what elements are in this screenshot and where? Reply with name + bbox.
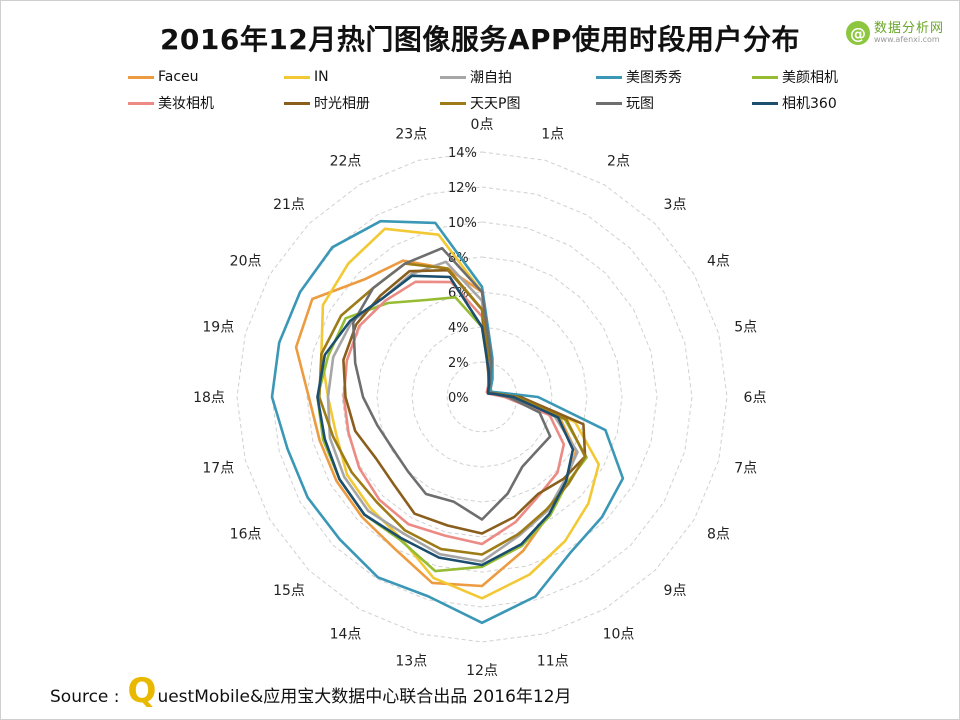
category-label: 14点	[330, 626, 362, 642]
category-label: 23点	[395, 126, 427, 142]
radial-tick-label: 14%	[448, 146, 477, 161]
radial-tick-label: 2%	[448, 356, 469, 371]
legend-label: 相机360	[782, 96, 837, 112]
category-label: 2点	[607, 154, 630, 170]
chart-legend: Faceu IN 潮自拍 美图秀秀 美颜相机美妆相机 时光相册 天天P图 玩图 相机360	[128, 68, 908, 112]
legend-label: 潮自拍	[470, 70, 512, 86]
legend-item: Faceu	[128, 68, 284, 86]
grid-ring	[306, 221, 658, 573]
grid-ring	[341, 256, 623, 538]
radial-tick-label: 12%	[448, 181, 477, 196]
category-label: 15点	[273, 583, 305, 599]
questmobile-q-letter: Q	[127, 671, 157, 711]
legend-label: 天天P图	[470, 96, 521, 112]
series-line	[316, 274, 575, 567]
category-label: 20点	[230, 254, 262, 270]
category-label: 6点	[744, 390, 767, 406]
logo-name: 数据分析网	[873, 20, 944, 36]
category-label: 9点	[664, 583, 687, 599]
category-label: 17点	[202, 461, 234, 477]
category-label: 10点	[603, 626, 635, 642]
source-footer: Source : Q uestMobile&应用宝大数据中心联合出品 2016年…	[50, 671, 572, 711]
legend-swatch	[752, 75, 778, 79]
radial-tick-label: 10%	[448, 216, 477, 231]
logo-url: www.afenxi.com	[873, 34, 940, 44]
radial-tick-label: 4%	[448, 321, 469, 336]
legend-label: 美颜相机	[782, 70, 838, 86]
category-label: 11点	[537, 654, 569, 670]
legend-swatch	[596, 101, 622, 105]
category-label: 19点	[202, 319, 234, 335]
category-label: 8点	[707, 527, 730, 543]
category-label: 12点	[466, 663, 498, 679]
legend-item: 美颜相机	[752, 68, 908, 86]
radial-tick-label: 0%	[448, 391, 469, 406]
legend-label: Faceu	[158, 69, 199, 85]
grid-ring	[446, 361, 518, 433]
category-label: 16点	[230, 527, 262, 543]
category-label: 4点	[707, 254, 730, 270]
grid-ring	[411, 326, 553, 468]
legend-label: 时光相册	[314, 96, 370, 112]
source-prefix: Source :	[50, 687, 120, 707]
legend-swatch	[440, 101, 466, 105]
legend-item: 潮自拍	[440, 68, 596, 86]
legend-item: 美妆相机	[128, 94, 284, 112]
category-label: 5点	[734, 319, 757, 335]
legend-item: 天天P图	[440, 94, 596, 112]
legend-swatch	[596, 75, 622, 79]
grid-ring	[271, 186, 693, 608]
site-logo: @ 数据分析网 www.afenxi.com	[845, 16, 944, 50]
legend-item: 时光相册	[284, 94, 440, 112]
grid-ring	[236, 151, 728, 643]
grid-ring	[376, 291, 588, 503]
legend-item: IN	[284, 68, 440, 86]
source-text: uestMobile&应用宝大数据中心联合出品 2016年12月	[157, 687, 572, 707]
legend-label: 美妆相机	[158, 96, 214, 112]
legend-label: IN	[314, 69, 329, 85]
legend-item: 美图秀秀	[596, 68, 752, 86]
legend-swatch	[284, 101, 310, 105]
legend-swatch	[440, 75, 466, 79]
legend-item: 相机360	[752, 94, 908, 112]
legend-swatch	[128, 75, 154, 79]
category-label: 1点	[541, 126, 564, 142]
category-label: 22点	[330, 154, 362, 170]
category-label: 13点	[395, 654, 427, 670]
legend-swatch	[752, 101, 778, 105]
category-label: 3点	[664, 197, 687, 213]
category-label: 18点	[193, 390, 225, 406]
logo-at-icon: @	[845, 21, 870, 45]
legend-label: 玩图	[626, 96, 654, 112]
legend-item: 玩图	[596, 94, 752, 112]
category-label: 0点	[471, 117, 494, 133]
legend-label: 美图秀秀	[626, 70, 682, 86]
legend-swatch	[128, 101, 154, 105]
category-label: 7点	[734, 461, 757, 477]
legend-swatch	[284, 75, 310, 79]
chart-title: 2016年12月热门图像服务APP使用时段用户分布	[159, 23, 801, 56]
category-label: 21点	[273, 197, 305, 213]
